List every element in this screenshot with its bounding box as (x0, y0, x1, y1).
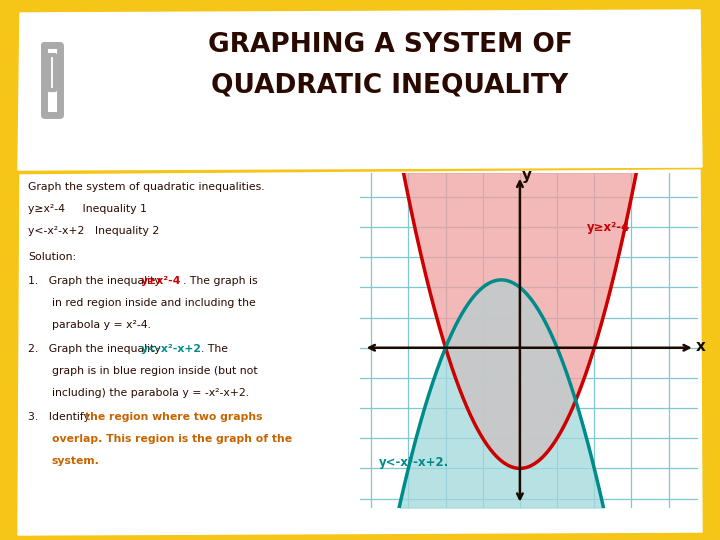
Polygon shape (680, 68, 700, 92)
Text: y<-x²-x+2   Inequality 2: y<-x²-x+2 Inequality 2 (28, 226, 159, 236)
Text: parabola y = x²-4.: parabola y = x²-4. (52, 320, 151, 330)
Text: overlap. This region is the graph of the: overlap. This region is the graph of the (52, 434, 292, 444)
Text: including) the parabola y = -x²-x+2.: including) the parabola y = -x²-x+2. (52, 388, 249, 398)
Text: 3.   Identify: 3. Identify (28, 412, 94, 422)
Text: x: x (696, 339, 705, 354)
Polygon shape (18, 10, 702, 170)
Text: . The graph is: . The graph is (183, 276, 258, 286)
Text: in red region inside and including the: in red region inside and including the (52, 298, 256, 308)
Text: y<-x²-x+2.: y<-x²-x+2. (379, 456, 449, 469)
Polygon shape (630, 38, 650, 62)
Polygon shape (650, 98, 670, 122)
Text: graph is in blue region inside (but not: graph is in blue region inside (but not (52, 366, 258, 376)
Text: . The: . The (201, 344, 228, 354)
Text: y: y (521, 168, 531, 183)
Text: y≥x²-4: y≥x²-4 (587, 221, 630, 234)
Text: 1.   Graph the inequality: 1. Graph the inequality (28, 276, 164, 286)
Text: the region where two graphs: the region where two graphs (85, 412, 263, 422)
Text: y≥x²-4: y≥x²-4 (141, 276, 181, 286)
Text: Graph the system of quadratic inequalities.: Graph the system of quadratic inequaliti… (28, 182, 265, 192)
Text: GRAPHING A SYSTEM OF: GRAPHING A SYSTEM OF (207, 32, 572, 58)
Text: system.: system. (52, 456, 100, 466)
Polygon shape (18, 170, 702, 535)
Text: 2.   Graph the inequality: 2. Graph the inequality (28, 344, 164, 354)
Polygon shape (590, 48, 610, 72)
Text: Solution:: Solution: (28, 252, 76, 262)
Text: y<-x²-x+2: y<-x²-x+2 (141, 344, 202, 354)
Text: y≥x²-4     Inequality 1: y≥x²-4 Inequality 1 (28, 204, 147, 214)
Text: QUADRATIC INEQUALITY: QUADRATIC INEQUALITY (212, 72, 569, 98)
